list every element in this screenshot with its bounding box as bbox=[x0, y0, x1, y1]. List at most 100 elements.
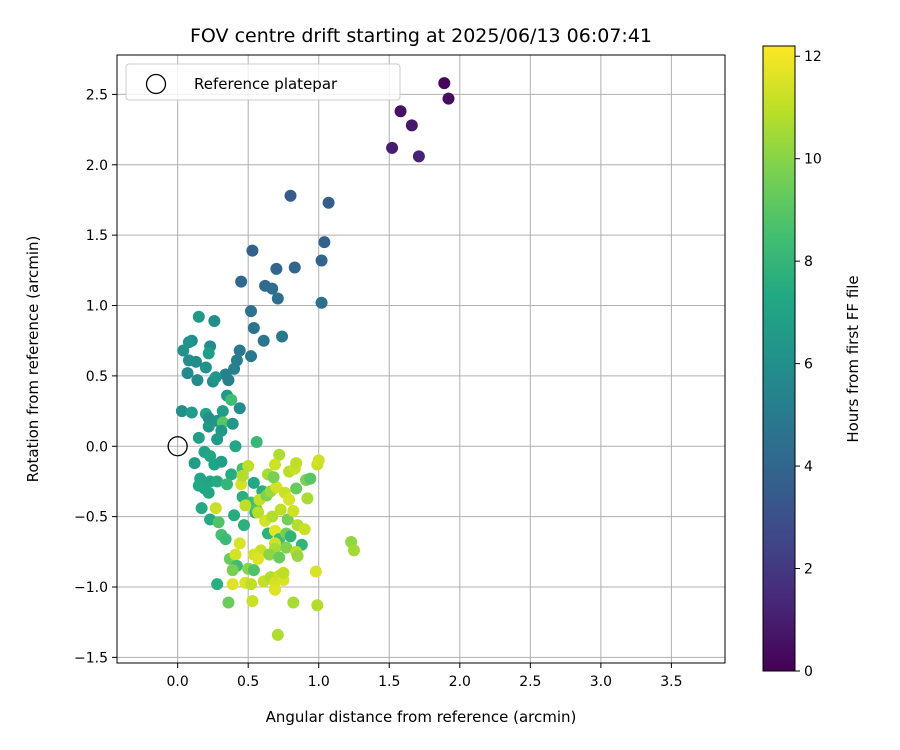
data-point bbox=[246, 595, 259, 608]
data-point bbox=[209, 502, 222, 515]
data-point bbox=[304, 472, 317, 485]
data-point bbox=[290, 482, 303, 495]
data-point bbox=[191, 374, 204, 387]
data-point bbox=[181, 367, 194, 380]
data-point bbox=[222, 596, 235, 609]
data-point bbox=[233, 537, 246, 550]
data-point bbox=[175, 405, 188, 418]
data-point bbox=[287, 505, 300, 517]
data-point bbox=[322, 196, 335, 209]
data-point bbox=[202, 420, 215, 433]
data-point bbox=[202, 486, 215, 499]
data-point bbox=[271, 628, 284, 641]
data-point bbox=[211, 433, 224, 446]
y-tick-label: −1.0 bbox=[74, 580, 108, 596]
data-point bbox=[318, 236, 331, 249]
data-point bbox=[298, 523, 311, 536]
reference-platepar-marker bbox=[167, 436, 188, 457]
data-point bbox=[236, 469, 249, 482]
x-axis-label: Angular distance from reference (arcmin) bbox=[266, 708, 577, 726]
y-tick-label: 1.5 bbox=[86, 228, 108, 244]
colorbar bbox=[762, 45, 796, 672]
data-point bbox=[442, 92, 455, 105]
grid-lines bbox=[117, 55, 725, 663]
data-point bbox=[225, 393, 238, 406]
data-point bbox=[250, 436, 263, 449]
legend-box bbox=[125, 63, 401, 101]
data-point bbox=[252, 552, 265, 565]
data-point bbox=[287, 596, 300, 609]
legend-reference-marker bbox=[145, 73, 167, 95]
y-tick-label: −0.5 bbox=[74, 510, 108, 526]
data-point bbox=[233, 344, 246, 357]
x-tick-label: 3.5 bbox=[660, 674, 682, 690]
data-point bbox=[195, 502, 208, 515]
legend-entry: Reference platepar bbox=[194, 75, 338, 93]
data-point bbox=[270, 481, 283, 494]
data-point bbox=[312, 454, 325, 467]
x-axis-ticks: 0.0 0.5 1.0 1.5 2.0 2.5 3.0 3.5 bbox=[167, 663, 683, 690]
data-point bbox=[386, 141, 399, 154]
data-point bbox=[290, 457, 303, 470]
data-point bbox=[229, 440, 242, 453]
data-point bbox=[267, 471, 280, 484]
data-point bbox=[247, 322, 260, 335]
data-point bbox=[266, 510, 279, 523]
data-point bbox=[229, 548, 242, 561]
data-point bbox=[199, 361, 212, 374]
data-point bbox=[211, 475, 224, 488]
data-point bbox=[202, 347, 215, 360]
data-point bbox=[211, 578, 224, 591]
data-point bbox=[288, 261, 301, 274]
data-point bbox=[311, 599, 324, 612]
y-tick-label: 1.0 bbox=[86, 299, 108, 315]
y-tick-label: −1.5 bbox=[74, 650, 108, 666]
data-point bbox=[283, 493, 296, 506]
data-point bbox=[405, 119, 418, 132]
data-point bbox=[225, 468, 238, 481]
colorbar-label: Hours from first FF file bbox=[844, 275, 862, 442]
data-point bbox=[245, 350, 258, 363]
data-point bbox=[280, 541, 293, 554]
colorbar-tick-label: 2 bbox=[804, 562, 813, 578]
data-point bbox=[233, 402, 246, 415]
x-tick-label: 3.0 bbox=[590, 674, 612, 690]
chart-title: FOV centre drift starting at 2025/06/13 … bbox=[190, 25, 652, 47]
data-point bbox=[222, 374, 235, 387]
data-point bbox=[246, 244, 259, 257]
colorbar-ticks: 0 2 4 6 8 10 12 bbox=[795, 49, 822, 680]
data-point bbox=[281, 513, 294, 526]
colorbar-tick-label: 12 bbox=[804, 49, 822, 65]
y-tick-label: 0.5 bbox=[86, 369, 108, 385]
data-point bbox=[242, 459, 255, 472]
data-point bbox=[257, 334, 270, 347]
data-point bbox=[221, 478, 234, 491]
data-point bbox=[309, 565, 322, 578]
data-point bbox=[273, 448, 286, 461]
data-point bbox=[271, 292, 284, 305]
x-tick-label: 0.0 bbox=[167, 674, 189, 690]
data-point bbox=[209, 371, 222, 384]
data-point bbox=[276, 330, 289, 343]
data-point bbox=[274, 503, 287, 516]
data-point bbox=[268, 458, 281, 471]
data-point bbox=[301, 492, 314, 505]
y-axis-ticks: −1.5 −1.0 −0.5 0.0 0.5 1.0 1.5 2.0 2.5 bbox=[74, 87, 117, 666]
y-tick-label: 0.0 bbox=[86, 439, 108, 455]
data-point bbox=[226, 417, 239, 430]
colorbar-tick-label: 10 bbox=[804, 152, 822, 168]
data-point bbox=[228, 362, 241, 375]
y-tick-label: 2.5 bbox=[86, 87, 108, 103]
data-point bbox=[394, 105, 407, 118]
data-point bbox=[245, 305, 258, 318]
data-point bbox=[277, 566, 290, 579]
data-point bbox=[177, 344, 190, 357]
data-point bbox=[226, 564, 239, 577]
x-tick-label: 1.0 bbox=[308, 674, 330, 690]
data-point bbox=[192, 310, 205, 323]
data-point bbox=[189, 355, 202, 368]
data-point bbox=[347, 544, 360, 557]
data-point bbox=[270, 262, 283, 275]
